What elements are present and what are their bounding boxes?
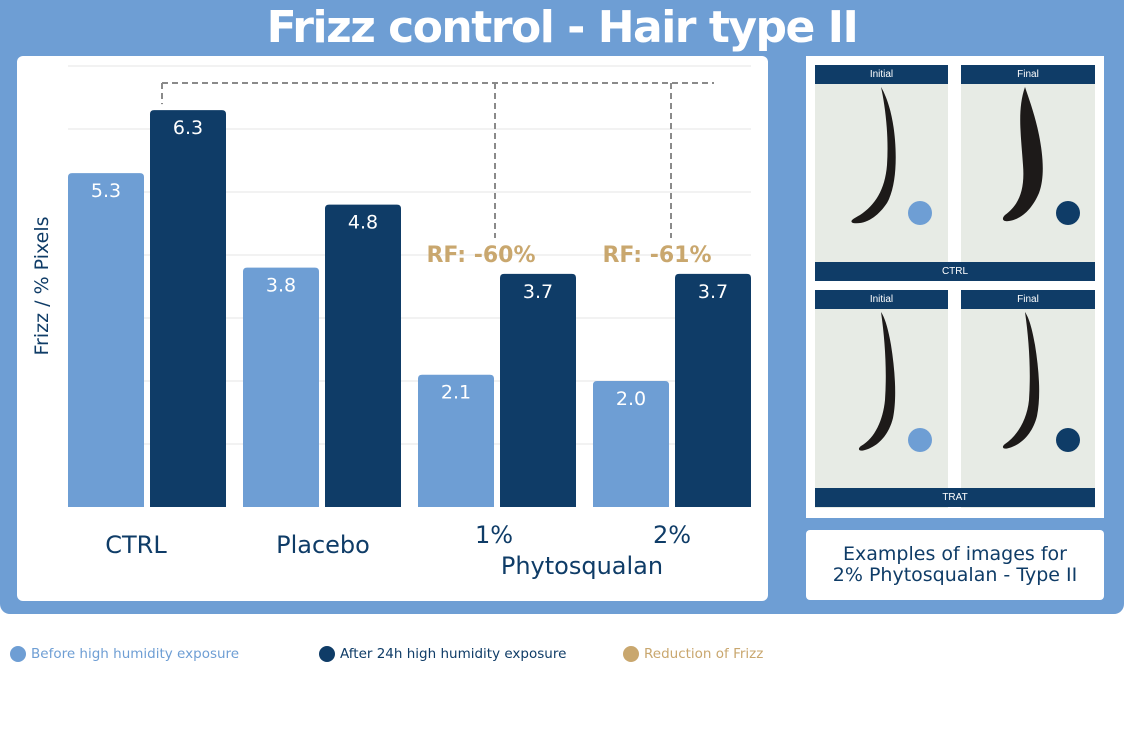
bar-after-1% (500, 273, 576, 507)
chart-panel: 5.3 6.3 3.8 4.8 2.1 3.7 2.0 3.7 RF: -60% RF: -61%… (17, 56, 768, 601)
data-label-after: 3.7 (523, 281, 553, 303)
bar-chart: 5.3 6.3 3.8 4.8 2.1 3.7 2.0 3.7 RF: -60% RF: -61%… (31, 65, 751, 580)
data-label-after: 6.3 (173, 117, 203, 139)
bar-after-Placebo (325, 204, 401, 507)
legend-label-before: Before high humidity exposure (31, 646, 240, 662)
bar-before-2% (593, 381, 669, 507)
data-label-before: 2.1 (441, 382, 471, 404)
row-label-ctrl: CTRL (815, 262, 1095, 281)
before-marker-dot (908, 428, 932, 452)
caption-line-2: 2% Phytosqualan - Type II (832, 564, 1078, 586)
hair-tress-icon (1002, 312, 1040, 449)
legend-item-after: After 24h high humidity exposure (319, 646, 566, 662)
images-caption: Examples of images for 2% Phytosqualan -… (806, 530, 1104, 600)
photo-header: Final (961, 290, 1095, 309)
reduction-annotation: RF: -61% (602, 243, 711, 268)
x-tick-label: 1% (475, 521, 513, 549)
data-label-before: 3.8 (266, 275, 296, 297)
comparison-connectors (161, 82, 714, 238)
data-label-before: 5.3 (91, 180, 121, 202)
data-label-after: 4.8 (348, 212, 378, 234)
example-images-panel: Initial Final CTRL Initial Final TRAT (806, 56, 1104, 518)
bar-before-1% (418, 374, 494, 507)
legend-item-reduction: Reduction of Frizz (623, 646, 763, 662)
photo-trat-initial: Initial (815, 290, 948, 508)
after-marker-dot (1056, 428, 1080, 452)
caption-line-1: Examples of images for (843, 543, 1067, 565)
after-marker-dot (1056, 201, 1080, 225)
y-axis-label: Frizz / % Pixels (31, 216, 53, 355)
data-labels: 5.3 6.3 3.8 4.8 2.1 3.7 2.0 3.7 RF: -60% RF: -61% (91, 117, 728, 410)
hair-tress-icon (851, 87, 896, 224)
bar-before-CTRL (68, 173, 144, 507)
data-label-after: 3.7 (698, 281, 728, 303)
row-label-trat: TRAT (815, 488, 1095, 507)
x-group-label: Phytosqualan (501, 552, 663, 580)
legend-item-before: Before high humidity exposure (10, 646, 239, 662)
bars (68, 110, 751, 507)
photo-header: Initial (815, 65, 948, 84)
hair-tress-icon (858, 312, 896, 451)
x-tick-label: 2% (653, 521, 691, 549)
reduction-annotation: RF: -60% (426, 243, 535, 268)
data-label-before: 2.0 (616, 388, 646, 410)
before-marker-dot (908, 201, 932, 225)
bar-after-2% (675, 273, 751, 507)
legend-label-reduction: Reduction of Frizz (644, 646, 764, 662)
photo-trat-final: Final (961, 290, 1095, 508)
photo-header: Initial (815, 290, 948, 309)
bar-after-CTRL (150, 110, 226, 507)
x-tick-label: Placebo (276, 531, 370, 559)
page-title: Frizz control - Hair type II (266, 2, 859, 53)
x-tick-label: CTRL (105, 531, 167, 559)
legend-swatch-before (10, 646, 26, 662)
legend-swatch-reduction (623, 646, 639, 662)
legend-label-after: After 24h high humidity exposure (340, 646, 567, 662)
bar-before-Placebo (243, 267, 319, 507)
photo-header: Final (961, 65, 1095, 84)
photo-ctrl-initial: Initial (815, 65, 948, 281)
legend-swatch-after (319, 646, 335, 662)
hair-tress-icon (1002, 87, 1043, 222)
photo-ctrl-final: Final (961, 65, 1095, 281)
x-axis: CTRL Placebo 1% 2% Phytosqualan (105, 521, 691, 580)
